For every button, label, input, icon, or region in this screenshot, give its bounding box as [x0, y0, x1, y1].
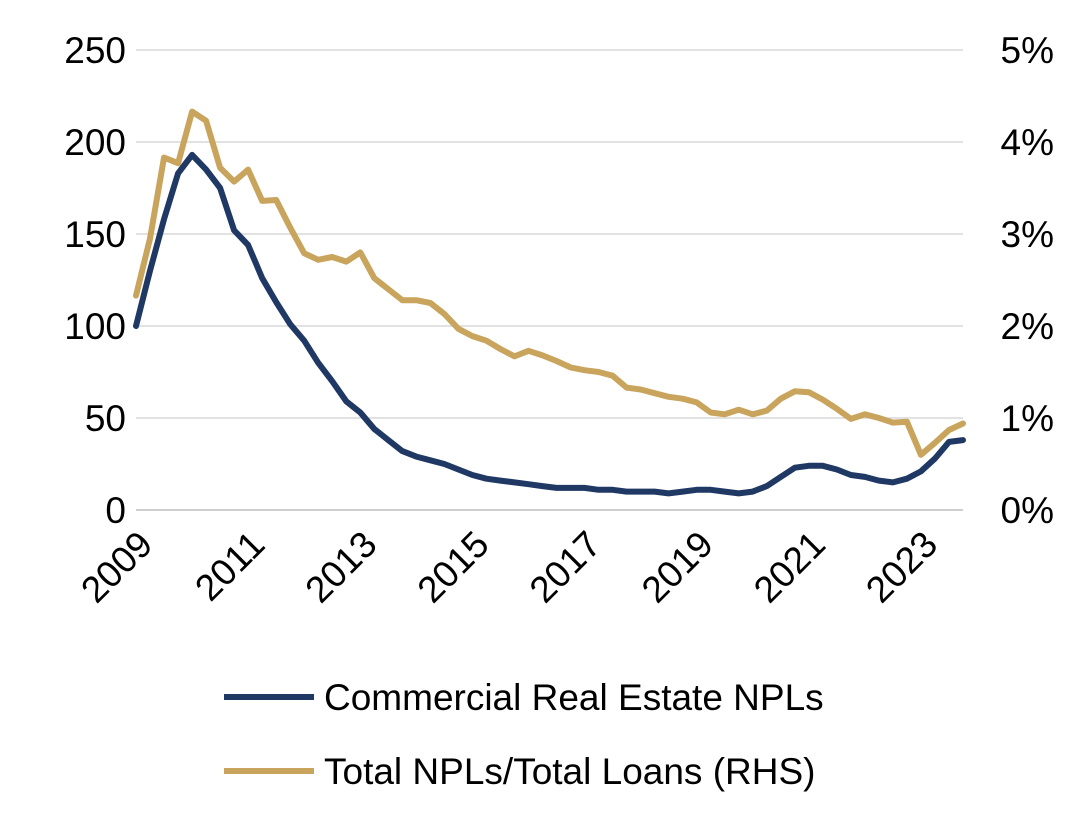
right-y-tick-label: 3%: [1001, 214, 1054, 255]
x-tick-label: 2017: [522, 523, 609, 610]
left-y-axis: 0 50 100 150 200 250: [64, 30, 126, 531]
right-y-tick-label: 4%: [1001, 122, 1054, 163]
left-y-tick-label: 0: [105, 490, 126, 531]
legend-item-total-npls-total-loans: Total NPLs/Total Loans (RHS): [224, 751, 815, 792]
series-line-commercial-real-estate-npls: [133, 151, 966, 497]
x-tick-label: 2011: [187, 523, 272, 608]
legend-label-total-npls-total-loans: Total NPLs/Total Loans (RHS): [324, 751, 815, 792]
x-tick-label: 2013: [297, 523, 384, 610]
left-y-tick-label: 50: [85, 398, 126, 439]
legend: Commercial Real Estate NPLs Total NPLs/T…: [224, 677, 824, 792]
right-y-axis: 0% 1% 2% 3% 4% 5%: [1001, 30, 1054, 531]
right-y-tick-label: 5%: [1001, 30, 1054, 71]
left-y-tick-label: 100: [64, 306, 126, 347]
x-tick-label: 2009: [73, 523, 160, 610]
series-line-total-npls-total-loans-rhs: [133, 108, 966, 458]
x-tick-label: 2021: [746, 523, 833, 610]
x-tick-label: 2019: [634, 523, 721, 610]
left-y-tick-label: 150: [64, 214, 126, 255]
left-y-tick-label: 200: [64, 122, 126, 163]
right-y-tick-label: 0%: [1001, 490, 1054, 531]
legend-item-commercial-real-estate-npls: Commercial Real Estate NPLs: [224, 677, 824, 718]
series-lines: [133, 108, 966, 497]
gridlines: [136, 49, 963, 419]
left-y-tick-label: 250: [64, 30, 126, 71]
right-y-tick-label: 2%: [1001, 306, 1054, 347]
right-y-tick-label: 1%: [1001, 398, 1054, 439]
legend-label-commercial-real-estate-npls: Commercial Real Estate NPLs: [324, 677, 824, 718]
x-tick-label: 2023: [858, 523, 945, 610]
x-axis: 2009 2011 2013 2015 2017 2019 2021 2023: [73, 509, 963, 611]
x-tick-label: 2015: [410, 523, 497, 610]
